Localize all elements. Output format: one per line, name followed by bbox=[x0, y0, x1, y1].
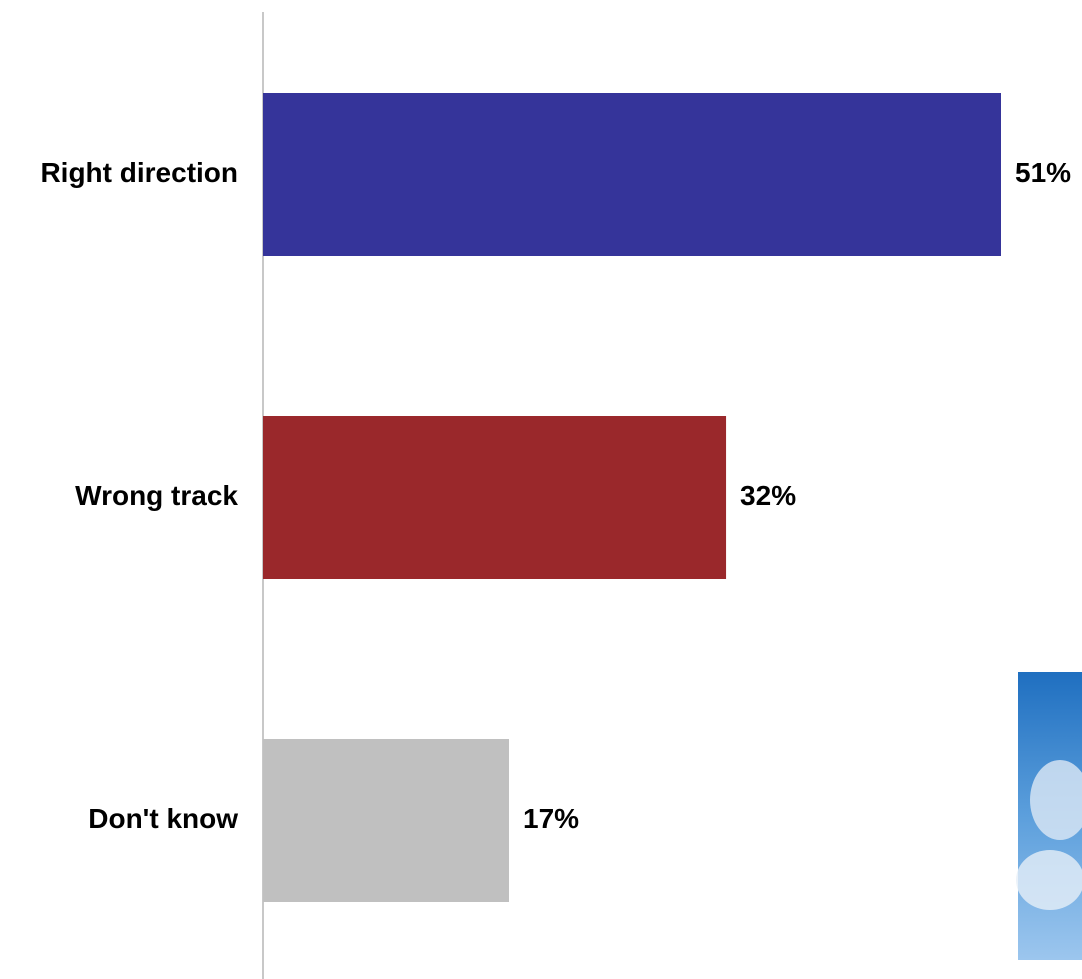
value-label: 32% bbox=[740, 480, 796, 511]
category-label: Right direction bbox=[40, 157, 238, 188]
bar bbox=[263, 739, 509, 902]
bar bbox=[263, 416, 727, 579]
value-label: 51% bbox=[1015, 157, 1071, 188]
cloud bbox=[1016, 850, 1082, 910]
bar bbox=[263, 93, 1001, 256]
category-label: Wrong track bbox=[75, 480, 238, 511]
category-label: Don't know bbox=[88, 803, 238, 834]
value-label: 17% bbox=[523, 803, 579, 834]
cloud bbox=[1030, 760, 1082, 840]
